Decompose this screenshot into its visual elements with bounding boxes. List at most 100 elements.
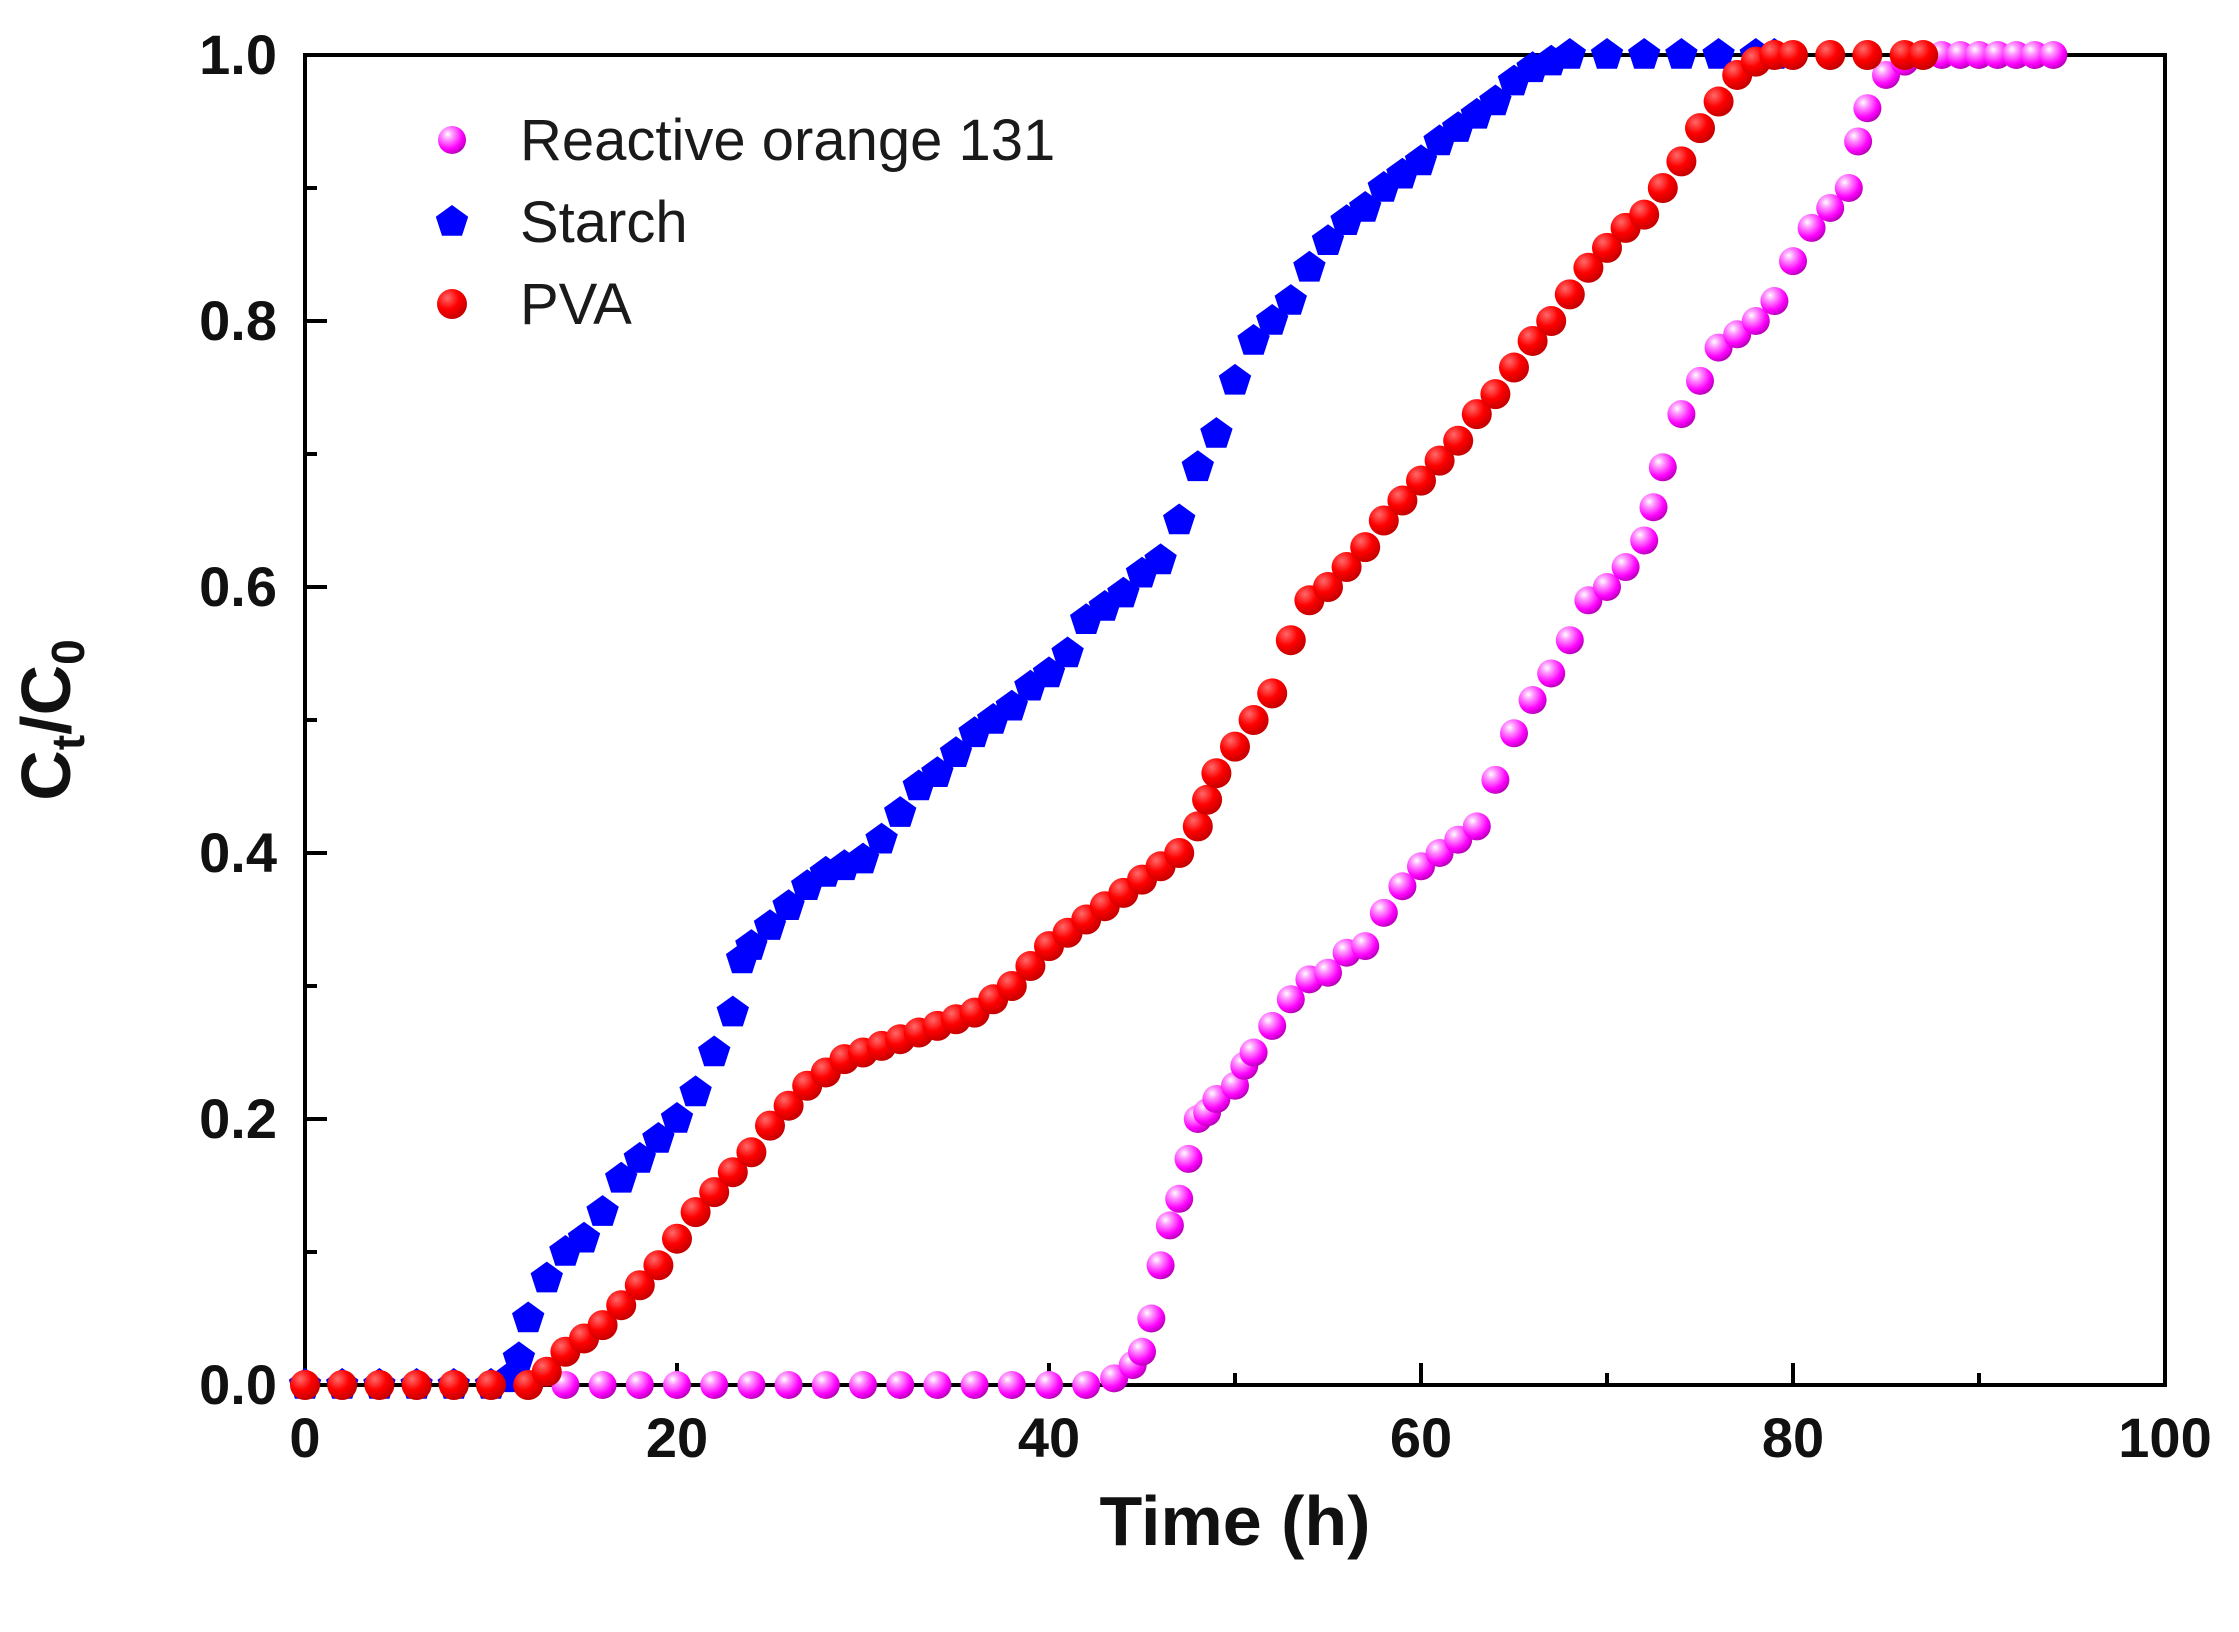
- data-point: [1275, 625, 1306, 656]
- data-point: [1461, 399, 1492, 430]
- data-point: [1779, 247, 1807, 276]
- y-axis-title-slash-c: /C: [7, 665, 85, 735]
- data-point: [1481, 765, 1510, 794]
- data-point: [663, 1371, 691, 1399]
- y-tick-label: 0.4: [199, 821, 277, 884]
- data-point: [811, 1371, 840, 1399]
- data-point: [1313, 572, 1343, 602]
- data-point: [588, 1371, 617, 1399]
- data-point: [1424, 445, 1455, 476]
- data-point: [1192, 784, 1223, 815]
- data-point: [1703, 86, 1734, 117]
- y-tick-label: 1.0: [199, 23, 277, 86]
- data-point: [587, 1310, 618, 1341]
- data-point: [680, 1197, 711, 1228]
- data-point: [624, 1270, 655, 1301]
- data-point: [1350, 532, 1381, 563]
- data-point: [1760, 287, 1789, 316]
- y-tick-label: 0.0: [199, 1353, 277, 1416]
- data-point: [717, 1157, 748, 1188]
- x-tick-label: 60: [1390, 1406, 1452, 1469]
- data-point: [774, 1371, 803, 1399]
- data-point: [502, 1341, 536, 1373]
- data-point: [1182, 811, 1213, 842]
- data-point: [1163, 503, 1196, 535]
- y-tick-label: 0.2: [199, 1087, 277, 1150]
- x-tick-label: 40: [1018, 1406, 1080, 1469]
- data-point: [1639, 493, 1668, 522]
- data-point: [884, 796, 917, 827]
- data-point: [716, 995, 749, 1027]
- data-point: [865, 822, 898, 854]
- data-point: [773, 1090, 804, 1121]
- data-point: [1517, 325, 1548, 356]
- y-tick-label: 0.6: [199, 555, 277, 618]
- data-point: [1629, 199, 1660, 230]
- data-point: [1293, 250, 1326, 282]
- data-point: [736, 1137, 767, 1168]
- legend-marker: [437, 289, 467, 319]
- data-point: [1276, 985, 1305, 1014]
- data-point: [1388, 872, 1417, 901]
- data-point: [1155, 1211, 1184, 1240]
- data-point: [1834, 174, 1863, 202]
- data-point: [606, 1290, 637, 1321]
- data-point: [438, 1370, 469, 1400]
- data-point: [1480, 379, 1511, 410]
- data-point: [1258, 1011, 1287, 1040]
- data-point: [1218, 363, 1252, 395]
- data-point: [886, 1371, 915, 1399]
- data-point: [643, 1250, 674, 1281]
- data-point: [1667, 400, 1696, 429]
- data-point: [1648, 453, 1677, 482]
- data-point: [996, 971, 1027, 1001]
- data-point: [698, 1035, 731, 1067]
- data-point: [1128, 1337, 1156, 1366]
- x-tick-label: 80: [1762, 1406, 1824, 1469]
- legend-label: Starch: [520, 190, 688, 255]
- y-axis-title: Ct/C0: [7, 639, 94, 800]
- data-point: [1181, 450, 1214, 482]
- data-point: [1274, 284, 1307, 315]
- y-axis-title-sub-t: t: [42, 735, 94, 750]
- data-point: [327, 1370, 358, 1400]
- data-point: [1536, 306, 1567, 336]
- data-point: [679, 1075, 712, 1107]
- data-point: [1406, 465, 1436, 496]
- data-point: [1778, 40, 1808, 70]
- data-point: [1368, 505, 1399, 536]
- data-point: [1239, 1038, 1268, 1067]
- data-point: [401, 1370, 432, 1400]
- data-point: [1685, 113, 1715, 144]
- data-point: [1462, 812, 1491, 841]
- data-point: [849, 1371, 877, 1399]
- data-point: [1257, 678, 1288, 709]
- x-axis-ticks: 0 20 40 60 80 100: [289, 1363, 2212, 1469]
- data-point: [755, 1110, 785, 1141]
- data-point: [960, 1371, 989, 1399]
- data-point: [1200, 417, 1233, 448]
- data-point: [1852, 40, 1883, 70]
- data-point: [699, 1177, 730, 1208]
- data-point: [700, 1371, 729, 1399]
- data-point: [2039, 41, 2068, 69]
- x-axis-title: Time (h): [1100, 1482, 1371, 1560]
- legend-label: PVA: [520, 272, 632, 337]
- y-axis-ticks: 0.0 0.2 0.4 0.6 0.8 1.0: [199, 23, 327, 1416]
- data-point: [1015, 951, 1046, 982]
- data-point: [1741, 307, 1770, 335]
- data-point: [1647, 173, 1678, 203]
- legend-marker: [435, 205, 469, 236]
- y-axis-title-sub-0: 0: [42, 639, 94, 665]
- data-point: [1051, 636, 1084, 668]
- data-point: [476, 1370, 506, 1400]
- data-point: [1853, 94, 1882, 123]
- y-tick-label: 0.8: [199, 289, 277, 352]
- data-point: [1537, 659, 1566, 688]
- legend-marker: [438, 126, 466, 154]
- data-point: [1137, 1304, 1166, 1333]
- data-point: [1553, 38, 1586, 69]
- data-point: [1797, 213, 1826, 242]
- data-point: [997, 1371, 1026, 1399]
- data-point: [1500, 719, 1528, 748]
